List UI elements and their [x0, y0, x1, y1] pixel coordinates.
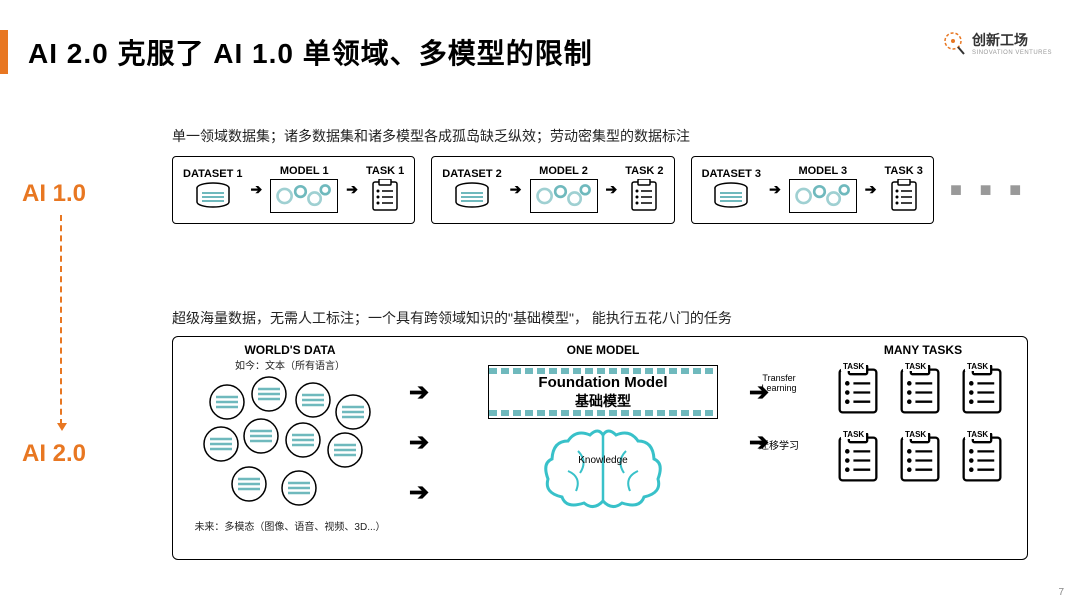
data-blob-icon [278, 470, 320, 506]
model-3-label: MODEL 3 [798, 165, 847, 177]
many-tasks-column: MANY TASKS TASK TASK TASK TASK TASK TASK [823, 343, 1023, 491]
ai-2-0-box: WORLD'S DATA 如今：文本（所有语言） 未来：多模态（图像、语音、视频… [172, 336, 1028, 560]
transfer-learning-zh: 迁移学习 [749, 437, 809, 452]
data-blob-icon [292, 382, 334, 418]
arrow-icon: ➔ [409, 431, 429, 455]
foundation-model-title-en: Foundation Model [538, 374, 667, 391]
arrows-to-model: ➔ ➔ ➔ [409, 381, 429, 505]
page-title: AI 2.0 克服了 AI 1.0 单领域、多模型的限制 [28, 32, 593, 72]
worlds-data-column: WORLD'S DATA 如今：文本（所有语言） 未来：多模态（图像、语音、视频… [185, 343, 395, 533]
data-blob-icon [240, 418, 282, 454]
task-sheet-icon [370, 179, 400, 213]
task-sheet-icon [629, 179, 659, 213]
model-1-label: MODEL 1 [280, 165, 329, 177]
gears-icon [530, 179, 598, 213]
task-cell: TASK [959, 365, 1011, 423]
ai-2-0-label: AI 2.0 [22, 440, 86, 468]
task-cell: TASK [835, 433, 887, 491]
model-2-label: MODEL 2 [539, 165, 588, 177]
page-number: 7 [1058, 587, 1064, 598]
logo-subtitle: SINOVATION VENTURES [972, 50, 1052, 56]
foundation-model-box: Foundation Model 基础模型 [488, 365, 718, 419]
task-cell: TASK [897, 433, 949, 491]
task-sheet-icon [897, 433, 943, 485]
ai-2-0-description: 超级海量数据，无需人工标注；一个具有跨领域知识的"基础模型"， 能执行五花八门的… [172, 308, 732, 328]
task-cell: TASK [835, 365, 887, 423]
transition-arrow [60, 215, 62, 425]
data-blob-icon [282, 422, 324, 458]
data-blob-icon [332, 394, 374, 430]
data-blob-icon [228, 466, 270, 502]
task-3-label: TASK 3 [885, 165, 923, 177]
pipeline-box-3: DATASET 3 ➔ MODEL 3 ➔ TASK 3 [691, 156, 934, 224]
task-sheet-icon [959, 365, 1005, 417]
task-cell: TASK [897, 365, 949, 423]
arrow-icon: ➔ [409, 381, 429, 405]
arrow-icon: ➔ [769, 181, 781, 198]
arrow-icon: ➔ [510, 181, 522, 198]
pipeline-box-1: DATASET 1 ➔ MODEL 1 ➔ TASK 1 [172, 156, 415, 224]
worlds-data-sub-bottom: 未来：多模态（图像、语音、视频、3D...） [185, 518, 395, 533]
dataset-3-label: DATASET 3 [702, 168, 762, 180]
one-model-column: ONE MODEL Foundation Model 基础模型 Knowledg… [473, 343, 733, 522]
data-blob-icon [248, 376, 290, 412]
worlds-data-sub-top: 如今：文本（所有语言） [185, 357, 395, 372]
data-blob-icon [324, 432, 366, 468]
dataset-2-label: DATASET 2 [442, 168, 502, 180]
dataset-1-label: DATASET 1 [183, 168, 243, 180]
one-model-heading: ONE MODEL [473, 343, 733, 357]
brain-icon [538, 421, 668, 511]
data-cluster [200, 376, 380, 516]
logo-icon [940, 30, 966, 56]
task-sheet-icon [835, 433, 881, 485]
ai-1-0-label: AI 1.0 [22, 180, 86, 208]
arrow-icon: ➔ [346, 181, 358, 198]
title-accent-bar [0, 30, 8, 74]
ai-1-0-row: DATASET 1 ➔ MODEL 1 ➔ TASK 1 DATASET 2 ➔… [172, 156, 1027, 224]
task-sheet-icon [897, 365, 943, 417]
task-sheet-icon [889, 179, 919, 213]
data-blob-icon [206, 384, 248, 420]
arrow-icon: ➔ [251, 181, 263, 198]
gears-icon [789, 179, 857, 213]
knowledge-label: Knowledge [473, 455, 733, 466]
gears-icon [270, 179, 338, 213]
task-cell: TASK [959, 433, 1011, 491]
database-icon [195, 182, 231, 210]
ai-1-0-description: 单一领域数据集；诸多数据集和诸多模型各成孤岛缺乏纵效；劳动密集型的数据标注 [172, 126, 690, 146]
database-icon [454, 182, 490, 210]
ellipsis-icon: ■ ■ ■ [950, 179, 1027, 202]
task-1-label: TASK 1 [366, 165, 404, 177]
company-logo: 创新工场 SINOVATION VENTURES [940, 30, 1052, 56]
foundation-model-title-zh: 基础模型 [575, 391, 631, 411]
task-sheet-icon [835, 365, 881, 417]
pipeline-box-2: DATASET 2 ➔ MODEL 2 ➔ TASK 2 [431, 156, 674, 224]
many-tasks-heading: MANY TASKS [823, 343, 1023, 357]
arrow-icon: ➔ [865, 181, 877, 198]
arrow-icon: ➔ [409, 481, 429, 505]
task-grid: TASK TASK TASK TASK TASK TASK [823, 365, 1023, 491]
task-2-label: TASK 2 [625, 165, 663, 177]
arrow-icon: ➔ [606, 181, 618, 198]
task-sheet-icon [959, 433, 1005, 485]
data-blob-icon [200, 426, 242, 462]
worlds-data-heading: WORLD'S DATA [185, 343, 395, 357]
logo-name: 创新工场 [972, 30, 1052, 50]
database-icon [713, 182, 749, 210]
arrow-icon: ➔ [749, 381, 769, 405]
